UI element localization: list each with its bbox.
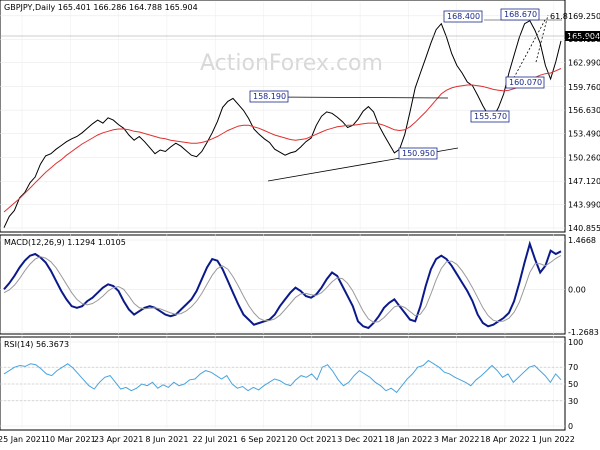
channel-dashed-1 xyxy=(509,19,546,86)
annot-158-190: 158.190 xyxy=(253,92,286,101)
x-tick-label: 1 Jun 2022 xyxy=(532,435,575,444)
last-price-value: 165.904 xyxy=(567,32,600,41)
x-tick-label: 23 Apr 2021 xyxy=(94,435,143,444)
price-y-tick-label: 150.260 xyxy=(568,154,600,163)
rsi-y-tick-label: 70 xyxy=(568,363,578,372)
price-header: GBPJPY,Daily 165.401 166.286 164.788 165… xyxy=(4,3,198,12)
price-y-tick-label: 159.760 xyxy=(568,83,600,92)
rsi-series-line-0 xyxy=(3,359,562,394)
annot-155-570-box xyxy=(470,110,510,123)
rsi-series-layer xyxy=(0,359,565,402)
price-y-tick-label: 169.250 xyxy=(568,12,600,21)
price-y-tick-label: 147.120 xyxy=(568,177,600,186)
channel-dashed-2 xyxy=(535,14,549,63)
rsi-panel xyxy=(0,336,566,431)
macd-y-axis: 1.4668 0.00 -1.2683 xyxy=(568,236,599,337)
price-y-tick-label: 140.855 xyxy=(568,224,600,233)
annot-168-670-box xyxy=(500,8,540,21)
annot-168-670: 168.670 xyxy=(504,10,537,19)
x-tick-label: 3 Mar 2022 xyxy=(434,435,480,444)
rsi-header: RSI(14) 56.3673 xyxy=(4,340,69,349)
price-series-line-1 xyxy=(3,68,562,213)
x-tick-label: 22 Jul 2021 xyxy=(193,435,238,444)
price-y-tick-label: 143.990 xyxy=(568,201,600,210)
price-y-tick-label: 166.120 xyxy=(568,35,600,44)
price-series-layer xyxy=(3,20,562,228)
x-tick-label: 18 Jan 2022 xyxy=(384,435,432,444)
x-tick-label: 25 Jan 2021 xyxy=(0,435,46,444)
rsi-y-tick-label: 100 xyxy=(568,338,583,347)
annot-fib-61-8: 61.8 xyxy=(550,12,568,21)
price-y-tick-label: 156.630 xyxy=(568,106,600,115)
macd-y-tick-label: 0.00 xyxy=(568,285,586,294)
annot-160-070: 160.070 xyxy=(509,78,542,87)
rsi-y-axis: 100 70 50 30 0 xyxy=(568,338,583,431)
annot-160-070-box xyxy=(505,76,545,89)
annot-168-400: 168.400 xyxy=(447,12,480,21)
rsi-y-tick-label: 30 xyxy=(568,397,578,406)
x-tick-label: 3 Dec 2021 xyxy=(337,435,383,444)
x-tick-label: 8 Jun 2021 xyxy=(145,435,188,444)
x-tick-label: 18 Apr 2022 xyxy=(480,435,529,444)
price-y-tick-label: 153.490 xyxy=(568,130,600,139)
annot-150-box xyxy=(398,147,438,160)
price-y-axis: 169.250 166.120 162.990 159.760 156.630 153.4… xyxy=(568,12,600,233)
x-tick-label: 6 Sep 2021 xyxy=(241,435,287,444)
annot-168-400-box xyxy=(443,10,483,23)
rsi-y-tick-label: 50 xyxy=(568,380,578,389)
macd-header: MACD(12,26,9) 1.1294 1.0105 xyxy=(4,238,126,247)
annot-150-950: 150.950 xyxy=(402,149,435,158)
x-tick-label: 10 Mar 2021 xyxy=(45,435,96,444)
resistance-trendline xyxy=(271,96,449,99)
macd-series-line-0 xyxy=(3,240,562,330)
annot-158-box xyxy=(249,90,289,103)
gridlines xyxy=(0,2,565,428)
macd-y-tick-label: 1.4668 xyxy=(568,236,596,245)
last-price-tag xyxy=(565,31,600,41)
annot-155-570: 155.570 xyxy=(474,112,507,121)
macd-series-layer xyxy=(3,240,562,330)
macd-series-line-1 xyxy=(3,254,562,323)
rsi-y-tick-label: 0 xyxy=(568,422,573,431)
macd-y-tick-label: -1.2683 xyxy=(568,328,599,337)
annotation-labels: 158.190 150.950 168.400 168.670 155.570 … xyxy=(249,8,568,160)
price-series-line-0 xyxy=(3,20,562,228)
x-tick-label: 20 Oct 2021 xyxy=(287,435,336,444)
watermark: ActionForex.com xyxy=(200,51,383,76)
price-y-tick-label: 162.990 xyxy=(568,59,600,68)
